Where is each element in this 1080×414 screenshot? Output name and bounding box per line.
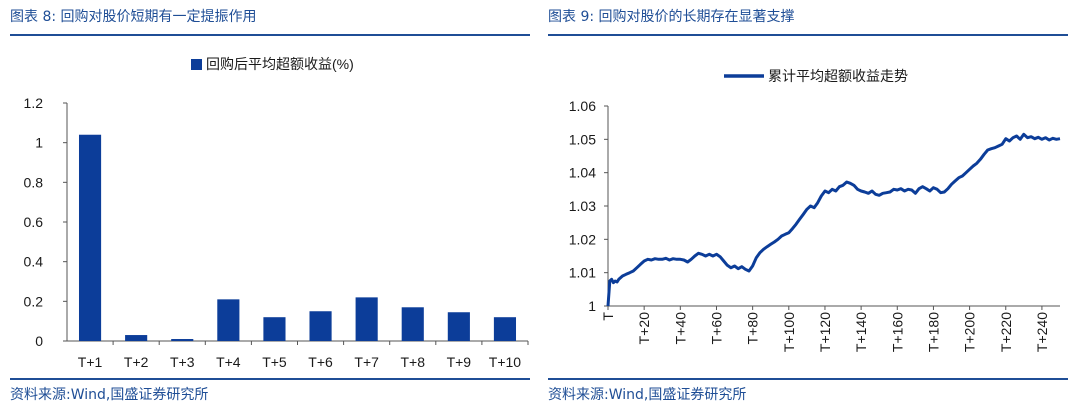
y-tick-label: 1.01 (569, 265, 596, 281)
y-tick-label: 0 (35, 333, 43, 349)
x-tick-label: T+3 (170, 354, 195, 370)
x-tick-label: T+60 (708, 312, 724, 345)
y-tick-label: 1 (588, 298, 596, 314)
x-tick-label: T (600, 312, 616, 321)
legend: 累计平均超额收益走势 (724, 68, 908, 84)
x-tick-label: T+6 (308, 354, 333, 370)
y-tick-label: 1.03 (569, 198, 596, 214)
x-tick-label: T+200 (962, 312, 978, 352)
x-tick-label: T+1 (78, 354, 103, 370)
x-tick-label: T+140 (853, 312, 869, 352)
x-tick-label: T+2 (124, 354, 149, 370)
y-tick-label: 1.02 (569, 231, 596, 247)
chart-panel-left: 图表 8: 回购对股价短期有一定提振作用 回购后平均超额收益(%) 0 0.2 0.4… (10, 0, 530, 414)
y-tick-label: 1 (35, 135, 43, 151)
bar (125, 335, 148, 341)
x-tick-label: T+240 (1034, 312, 1050, 352)
bar (78, 134, 102, 341)
x-tick-label: T+10 (489, 354, 522, 370)
legend-label: 累计平均超额收益走势 (768, 68, 908, 84)
source-note: 资料来源:Wind,国盛证券研究所 (548, 387, 747, 403)
y-tick-label: 1.06 (569, 98, 596, 114)
title-rule (10, 34, 530, 36)
figure-title: 图表 9: 回购对股价的长期存在显著支撑 (548, 9, 795, 25)
x-tick-label: T+80 (745, 312, 761, 345)
series-line (606, 132, 1061, 307)
y-tick-label: 1.05 (569, 131, 596, 147)
bar (263, 317, 286, 341)
y-tick-label: 0.6 (24, 214, 44, 230)
legend-swatch (191, 59, 202, 70)
y-tick-label: 0.8 (24, 174, 44, 190)
legend-label: 回购后平均超额收益(%) (206, 56, 354, 72)
bar (217, 299, 240, 341)
y-tick-label: 1.04 (569, 165, 596, 181)
y-tick-label: 1.2 (24, 95, 44, 111)
source-rule (10, 378, 530, 380)
x-tick-label: T+180 (925, 312, 941, 352)
x-tick-label: T+8 (400, 354, 425, 370)
x-tick-label: T+160 (889, 312, 905, 352)
bar (493, 317, 517, 341)
x-tick-label: T+7 (354, 354, 379, 370)
x-tick-label: T+9 (447, 354, 472, 370)
x-tick-label: T+20 (636, 312, 652, 345)
legend: 回购后平均超额收益(%) (191, 56, 354, 72)
bar-chart: 回购后平均超额收益(%) 0 0.2 0.4 0.6 0.8 1 1.2 T+1 T+2 T+3 T+… (24, 56, 529, 370)
x-tick-label: T+120 (817, 312, 833, 352)
x-tick-label: T+100 (781, 312, 797, 352)
bar (447, 312, 470, 341)
x-tick-label: T+5 (262, 354, 287, 370)
bar (309, 311, 332, 341)
bar (171, 339, 194, 341)
y-tick-label: 0.2 (24, 293, 44, 309)
title-rule (548, 34, 1068, 36)
line-chart: 累计平均超额收益走势 1 1.01 1.02 1.03 1.04 1.05 1.06 T T+20… (569, 68, 1061, 352)
bar (401, 307, 424, 341)
y-tick-label: 0.4 (24, 254, 44, 270)
x-tick-label: T+40 (672, 312, 688, 345)
source-note: 资料来源:Wind,国盛证券研究所 (10, 387, 209, 403)
source-rule (548, 378, 1068, 380)
figure-title: 图表 8: 回购对股价短期有一定提振作用 (10, 9, 257, 25)
x-tick-label: T+220 (998, 312, 1014, 352)
x-tick-label: T+4 (216, 354, 241, 370)
bar (355, 297, 378, 341)
chart-panel-right: 图表 9: 回购对股价的长期存在显著支撑 累计平均超额收益走势 1 1.01 1.02… (548, 0, 1068, 414)
